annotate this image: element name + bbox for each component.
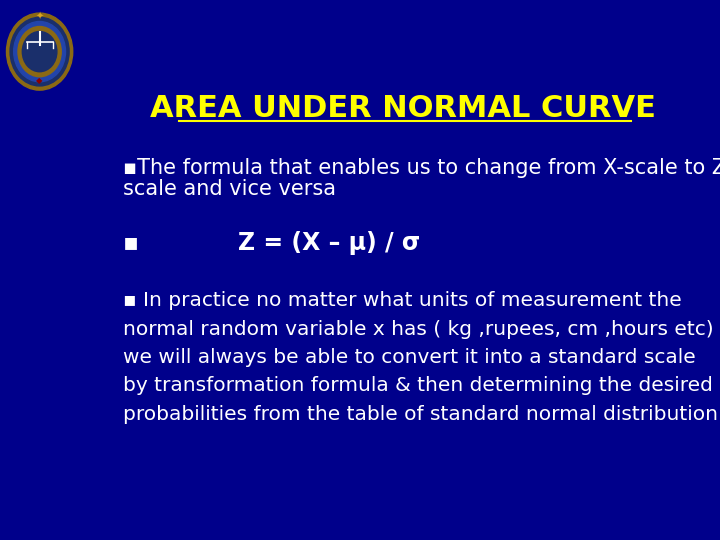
Text: ▪ In practice no matter what units of measurement the: ▪ In practice no matter what units of me…: [124, 292, 683, 310]
Text: probabilities from the table of standard normal distribution: probabilities from the table of standard…: [124, 404, 719, 423]
Text: normal random variable x has ( kg ,rupees, cm ,hours etc): normal random variable x has ( kg ,rupee…: [124, 320, 714, 339]
Circle shape: [18, 26, 61, 77]
Text: ▪The formula that enables us to change from X-scale to Z-: ▪The formula that enables us to change f…: [124, 158, 720, 178]
Circle shape: [6, 13, 73, 90]
Circle shape: [14, 22, 66, 82]
Text: ▪            Z = (X – μ) / σ: ▪ Z = (X – μ) / σ: [124, 231, 420, 255]
Text: ◆: ◆: [36, 76, 43, 85]
Circle shape: [10, 17, 69, 86]
Circle shape: [22, 31, 57, 72]
Text: we will always be able to convert it into a standard scale: we will always be able to convert it int…: [124, 348, 696, 367]
Text: by transformation formula & then determining the desired: by transformation formula & then determi…: [124, 376, 714, 395]
Text: scale and vice versa: scale and vice versa: [124, 179, 336, 199]
Text: ✦: ✦: [35, 11, 44, 22]
Text: AREA UNDER NORMAL CURVE: AREA UNDER NORMAL CURVE: [150, 94, 655, 123]
